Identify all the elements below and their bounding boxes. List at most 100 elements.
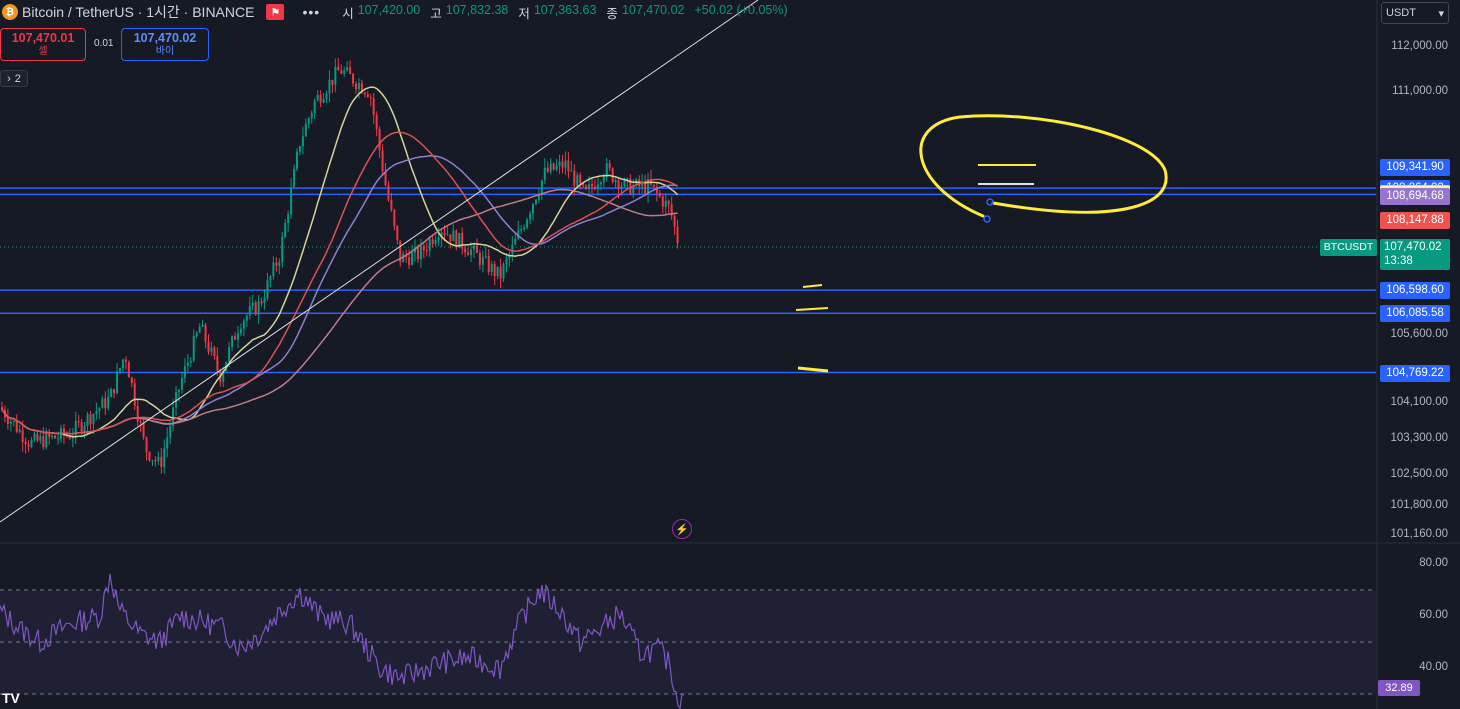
- sell-button[interactable]: 107,470.01 셀: [0, 28, 86, 61]
- bitcoin-icon: ₿: [2, 4, 18, 20]
- candle-body-37: [110, 389, 113, 398]
- candle-body-7: [21, 429, 24, 443]
- rsi-axis-label: 80.00: [1419, 557, 1448, 569]
- more-icon[interactable]: •••: [302, 4, 321, 20]
- candle-body-96: [284, 222, 287, 238]
- candle-body-154: [455, 230, 458, 248]
- candle-body-58: [172, 407, 175, 426]
- candle-body-149: [440, 232, 443, 238]
- candle-body-25: [74, 420, 77, 436]
- candle-body-62: [183, 366, 186, 378]
- candle-body-104: [307, 118, 310, 124]
- candle-body-160: [473, 245, 475, 250]
- candle-body-213: [629, 178, 632, 194]
- candle-body-89: [263, 298, 266, 304]
- candle-body-223: [658, 192, 661, 197]
- rsi-pane: [0, 573, 1376, 709]
- candle-body-189: [558, 161, 561, 166]
- candle-body-49: [145, 437, 148, 452]
- candle-body-40: [119, 368, 121, 372]
- candle-body-200: [591, 184, 593, 187]
- candle-body-73: [216, 356, 219, 371]
- candle-body-108: [319, 94, 322, 103]
- chevron-icon: ›: [7, 72, 11, 85]
- candle-body-17: [51, 435, 54, 438]
- candle-body-77: [228, 346, 231, 362]
- candle-body-134: [396, 225, 399, 241]
- indicator-toggle-button[interactable]: › 2: [0, 70, 28, 87]
- tradingview-logo-icon[interactable]: TV: [2, 690, 20, 706]
- candle-body-218: [644, 182, 647, 194]
- candle-body-167: [493, 264, 496, 277]
- candle-body-173: [511, 244, 514, 255]
- candle-body-66: [195, 332, 198, 337]
- candle-body-156: [461, 232, 464, 249]
- candle-body-71: [210, 347, 213, 352]
- candle-body-67: [198, 326, 201, 333]
- candle-body-169: [499, 266, 502, 279]
- indicator-count: 2: [14, 72, 21, 85]
- horizontal-lines: [0, 187, 1376, 374]
- candle-body-78: [231, 336, 234, 347]
- candle-body-103: [304, 123, 307, 137]
- candle-body-92: [272, 262, 275, 277]
- candle-body-206: [608, 163, 611, 169]
- currency-select[interactable]: USDT ▾: [1381, 2, 1449, 24]
- candle-body-63: [186, 362, 189, 367]
- candle-body-141: [416, 247, 419, 260]
- candle-body-9: [27, 444, 30, 447]
- change-value: +50.02 (+0.05%): [694, 2, 788, 17]
- open-value: 107,420.00: [357, 2, 421, 17]
- candle-body-122: [360, 83, 363, 93]
- candle-body-176: [520, 229, 523, 231]
- buy-label: 바이: [155, 46, 175, 57]
- candle-body-91: [269, 276, 272, 281]
- price-axis-label: 101,160.00: [1390, 528, 1448, 540]
- candle-body-34: [101, 398, 104, 409]
- close-label: 종: [606, 6, 618, 21]
- price-axis-label: 112,000.00: [1391, 40, 1448, 52]
- buy-button[interactable]: 107,470.02 바이: [121, 28, 209, 61]
- price-axis-label: 101,800.00: [1390, 499, 1448, 512]
- candle-body-95: [281, 237, 284, 263]
- candle-body-208: [614, 179, 617, 182]
- candle-body-193: [570, 170, 573, 172]
- current-price: 107,470.02: [1384, 241, 1442, 253]
- candle-body-43: [127, 361, 130, 378]
- candle-body-225: [664, 200, 667, 208]
- candle-body-68: [201, 324, 204, 327]
- candle-body-209: [617, 179, 620, 190]
- candle-body-126: [372, 98, 375, 115]
- flag-icon[interactable]: ⚑: [266, 4, 285, 20]
- annotations: [795, 114, 1168, 373]
- spread-value: 0.01: [94, 38, 114, 49]
- candle-body-97: [287, 214, 290, 223]
- price-axis-label: 103,300.00: [1390, 431, 1448, 444]
- candle-body-198: [585, 185, 588, 189]
- candle-body-184: [543, 167, 546, 181]
- candle-body-153: [452, 230, 455, 242]
- price-tag: 106,598.60: [1380, 282, 1450, 300]
- candle-body-70: [207, 341, 210, 352]
- annotation-dash-1: [795, 307, 829, 311]
- symbol-title[interactable]: Bitcoin / TetherUS · 1시간 · BINANCE: [22, 4, 255, 20]
- candle-body-41: [121, 359, 124, 369]
- candle-body-115: [340, 70, 343, 74]
- candle-body-187: [552, 163, 555, 170]
- candle-body-145: [428, 239, 431, 251]
- low-label: 저: [518, 6, 530, 21]
- candle-body-199: [588, 184, 591, 189]
- candle-body-109: [322, 98, 325, 103]
- candle-body-81: [239, 328, 242, 334]
- candle-body-125: [369, 96, 372, 99]
- chart-header: ₿ Bitcoin / TetherUS · 1시간 · BINANCE ⚑ •…: [0, 0, 794, 24]
- price-tag: 106,085.58: [1380, 305, 1450, 323]
- lightning-icon[interactable]: ⚡: [672, 519, 692, 539]
- candle-body-163: [481, 256, 484, 265]
- high-value: 107,832.38: [445, 2, 509, 17]
- circle-annotation: [919, 114, 1168, 218]
- candle-body-203: [599, 182, 602, 185]
- price-axis-label: 111,000.00: [1392, 85, 1448, 98]
- candle-body-162: [478, 253, 481, 265]
